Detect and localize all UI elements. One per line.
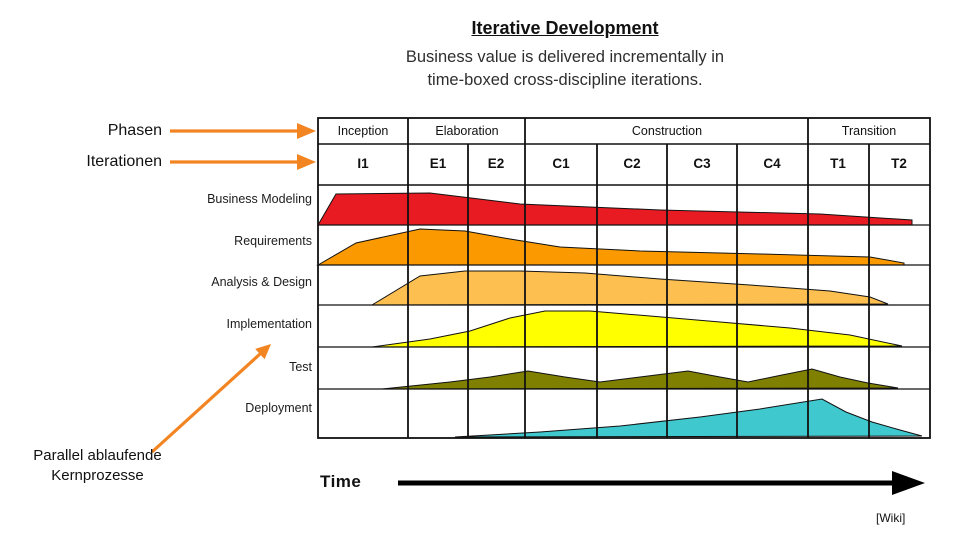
iteration-label-c1: C1 <box>552 156 570 171</box>
analysis-design-hump <box>370 270 889 306</box>
discipline-label-requirements: Requirements <box>234 234 312 248</box>
iterationen-arrow-head <box>297 154 316 170</box>
discipline-label-implementation: Implementation <box>226 317 312 331</box>
discipline-label-business-modeling: Business Modeling <box>207 192 312 206</box>
iterationen-annotation: Iterationen <box>86 153 162 170</box>
parallel-arrow-head <box>255 344 271 360</box>
citation: [Wiki] <box>876 511 906 525</box>
parallel-annotation-line-2: Kernprozesse <box>51 467 144 484</box>
iteration-label-e2: E2 <box>487 156 505 171</box>
phase-header-inception: Inception <box>337 124 389 138</box>
phasen-annotation: Phasen <box>107 122 162 139</box>
phase-header-construction: Construction <box>631 124 703 138</box>
requirements-hump <box>316 228 905 266</box>
implementation-hump <box>371 310 903 348</box>
iteration-label-t1: T1 <box>830 156 846 171</box>
iteration-label-e1: E1 <box>429 156 447 171</box>
business-modeling-hump <box>317 192 913 226</box>
iteration-label-c4: C4 <box>763 156 781 171</box>
time-axis-label: Time <box>320 472 362 491</box>
diagram-subtitle: Business value is delivered incrementall… <box>260 46 870 92</box>
discipline-label-analysis-design: Analysis & Design <box>211 275 312 289</box>
parallel-arrow-line <box>150 352 262 454</box>
phase-header-elaboration: Elaboration <box>435 124 499 138</box>
phase-header-transition: Transition <box>841 124 897 138</box>
discipline-label-test: Test <box>289 360 312 374</box>
deployment-hump <box>454 398 923 438</box>
iteration-label-c2: C2 <box>623 156 641 171</box>
grid-border <box>317 117 931 439</box>
iteration-label-i1: I1 <box>357 156 369 171</box>
subtitle-line-2: time-boxed cross-discipline iterations. <box>427 71 703 89</box>
test-hump <box>381 368 899 390</box>
parallel-annotation-line-1: Parallel ablaufende <box>33 447 162 464</box>
time-arrow-head <box>892 471 925 495</box>
phasen-arrow-head <box>297 123 316 139</box>
diagram-title: Iterative Development <box>471 18 659 38</box>
iteration-label-c3: C3 <box>693 156 711 171</box>
parallel-annotation: Parallel ablaufende Kernprozesse <box>5 446 190 486</box>
discipline-label-deployment: Deployment <box>245 401 312 415</box>
iteration-label-t2: T2 <box>891 156 907 171</box>
subtitle-line-1: Business value is delivered incrementall… <box>405 48 725 66</box>
